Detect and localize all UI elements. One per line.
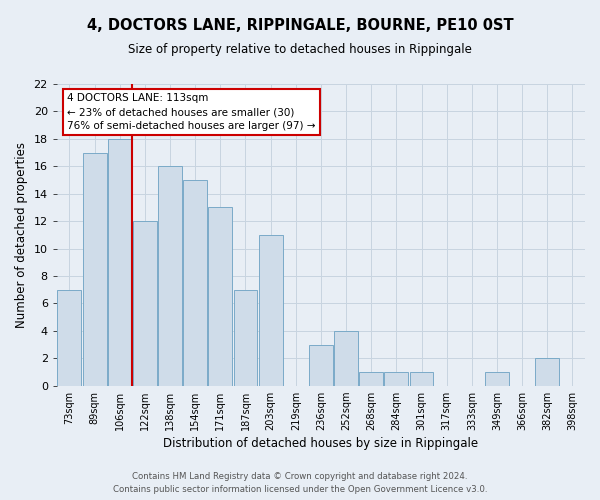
Y-axis label: Number of detached properties: Number of detached properties	[15, 142, 28, 328]
Bar	[108, 139, 131, 386]
Bar	[233, 290, 257, 386]
Bar	[410, 372, 433, 386]
Bar	[158, 166, 182, 386]
Bar	[133, 221, 157, 386]
Text: 4 DOCTORS LANE: 113sqm
← 23% of detached houses are smaller (30)
76% of semi-det: 4 DOCTORS LANE: 113sqm ← 23% of detached…	[67, 93, 316, 131]
X-axis label: Distribution of detached houses by size in Rippingale: Distribution of detached houses by size …	[163, 437, 478, 450]
Bar	[83, 152, 107, 386]
Bar	[334, 331, 358, 386]
Bar	[485, 372, 509, 386]
Bar	[208, 208, 232, 386]
Bar	[309, 344, 333, 386]
Bar	[58, 290, 82, 386]
Bar	[535, 358, 559, 386]
Bar	[259, 235, 283, 386]
Text: Contains public sector information licensed under the Open Government Licence v3: Contains public sector information licen…	[113, 485, 487, 494]
Bar	[359, 372, 383, 386]
Bar	[385, 372, 409, 386]
Bar	[183, 180, 207, 386]
Text: 4, DOCTORS LANE, RIPPINGALE, BOURNE, PE10 0ST: 4, DOCTORS LANE, RIPPINGALE, BOURNE, PE1…	[86, 18, 514, 32]
Text: Contains HM Land Registry data © Crown copyright and database right 2024.: Contains HM Land Registry data © Crown c…	[132, 472, 468, 481]
Text: Size of property relative to detached houses in Rippingale: Size of property relative to detached ho…	[128, 42, 472, 56]
